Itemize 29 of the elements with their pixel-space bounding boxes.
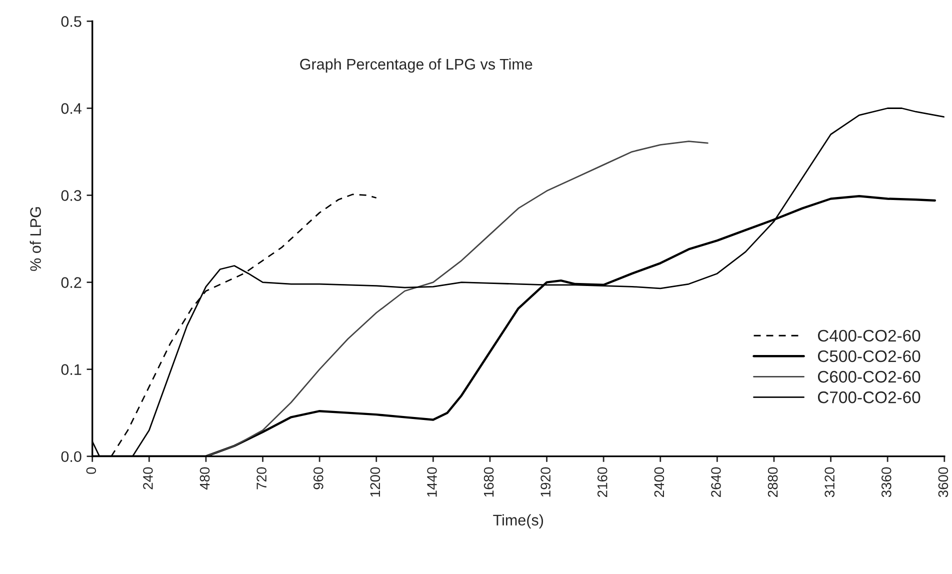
x-tick-label: 960: [313, 467, 324, 490]
x-axis-title: Time(s): [493, 514, 544, 529]
legend-label: C400-CO2-60: [818, 330, 920, 342]
x-tick-label: 480: [200, 467, 210, 490]
y-tick-label: 0.4: [61, 103, 82, 114]
y-tick-label: 0.5: [61, 16, 82, 27]
x-tick-label: 3360: [881, 467, 892, 498]
y-tick-label: 0.0: [61, 451, 82, 462]
legend-label: C500-CO2-60: [818, 350, 920, 362]
y-tick-label: 0.2: [61, 277, 82, 288]
y-tick-label: 0.1: [61, 364, 82, 375]
legend-label: C600-CO2-60: [818, 370, 920, 383]
x-tick-label: 0: [86, 467, 96, 474]
x-tick-label: 720: [256, 467, 266, 490]
legend-label: C700-CO2-60: [818, 391, 920, 404]
text: Graph Percentage of LPG vs Time: [300, 58, 532, 73]
x-tick-label: 2880: [768, 467, 778, 497]
x-tick-label: 2400: [654, 467, 664, 497]
y-axis-title: % of LPG: [30, 207, 42, 271]
x-tick-label: 2640: [711, 467, 721, 497]
x-tick-label: 1920: [540, 467, 550, 497]
x-tick-label: 1680: [484, 467, 494, 497]
y-tick-label: 0.3: [61, 190, 82, 201]
x-tick-label: 1440: [427, 467, 437, 497]
x-tick-label: 3600: [938, 467, 948, 498]
x-tick-label: 2160: [597, 467, 608, 497]
x-tick-label: 1200: [370, 467, 380, 497]
x-tick-label: 3120: [824, 467, 835, 498]
x-tick-label: 240: [143, 467, 153, 490]
